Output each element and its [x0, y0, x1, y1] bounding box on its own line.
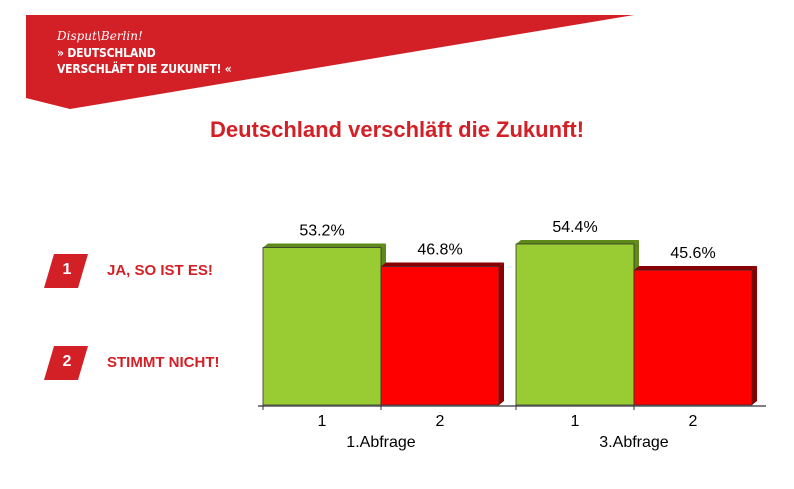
- banner-shape: [26, 15, 634, 109]
- bar-1.Abfrage-2: [380, 266, 500, 406]
- bar-value-label: 54.4%: [552, 219, 597, 236]
- bar-depth: [499, 262, 504, 405]
- bar-value-label: 45.6%: [670, 245, 715, 262]
- category-label: 2: [436, 413, 445, 430]
- banner-line-2: VERSCHLÄFT DIE ZUKUNFT! «: [57, 62, 232, 76]
- category-label: 1: [318, 413, 327, 430]
- bar-top: [634, 266, 757, 271]
- group-label: 1.Abfrage: [346, 434, 415, 451]
- bar-depth: [752, 266, 757, 405]
- legend-label-2: STIMMT NICHT!: [107, 354, 220, 371]
- legend-tag-2: [44, 346, 88, 380]
- bar-top: [381, 262, 504, 267]
- category-label: 2: [689, 413, 698, 430]
- bar-3.Abfrage-1: [515, 243, 635, 406]
- bar-3.Abfrage-2: [633, 269, 753, 406]
- bar-value-label: 53.2%: [299, 223, 344, 240]
- bar-top: [516, 239, 639, 244]
- legend-number-2: 2: [62, 353, 72, 370]
- bar-1.Abfrage-1: [262, 247, 382, 406]
- page-title: Deutschland verschläft die Zukunft!: [209, 117, 585, 142]
- brand-logo: Disput\Berlin!: [57, 29, 143, 43]
- header-banner: [26, 15, 634, 109]
- legend-tag-1: [44, 254, 88, 288]
- bar-value-label: 46.8%: [417, 241, 462, 258]
- bar-top: [263, 243, 386, 248]
- banner-line-1: » DEUTSCHLAND: [57, 46, 156, 60]
- legend-label-1: JA, SO IST ES!: [107, 262, 213, 279]
- legend-number-1: 1: [62, 261, 72, 278]
- category-label: 1: [571, 413, 580, 430]
- group-label: 3.Abfrage: [599, 434, 668, 451]
